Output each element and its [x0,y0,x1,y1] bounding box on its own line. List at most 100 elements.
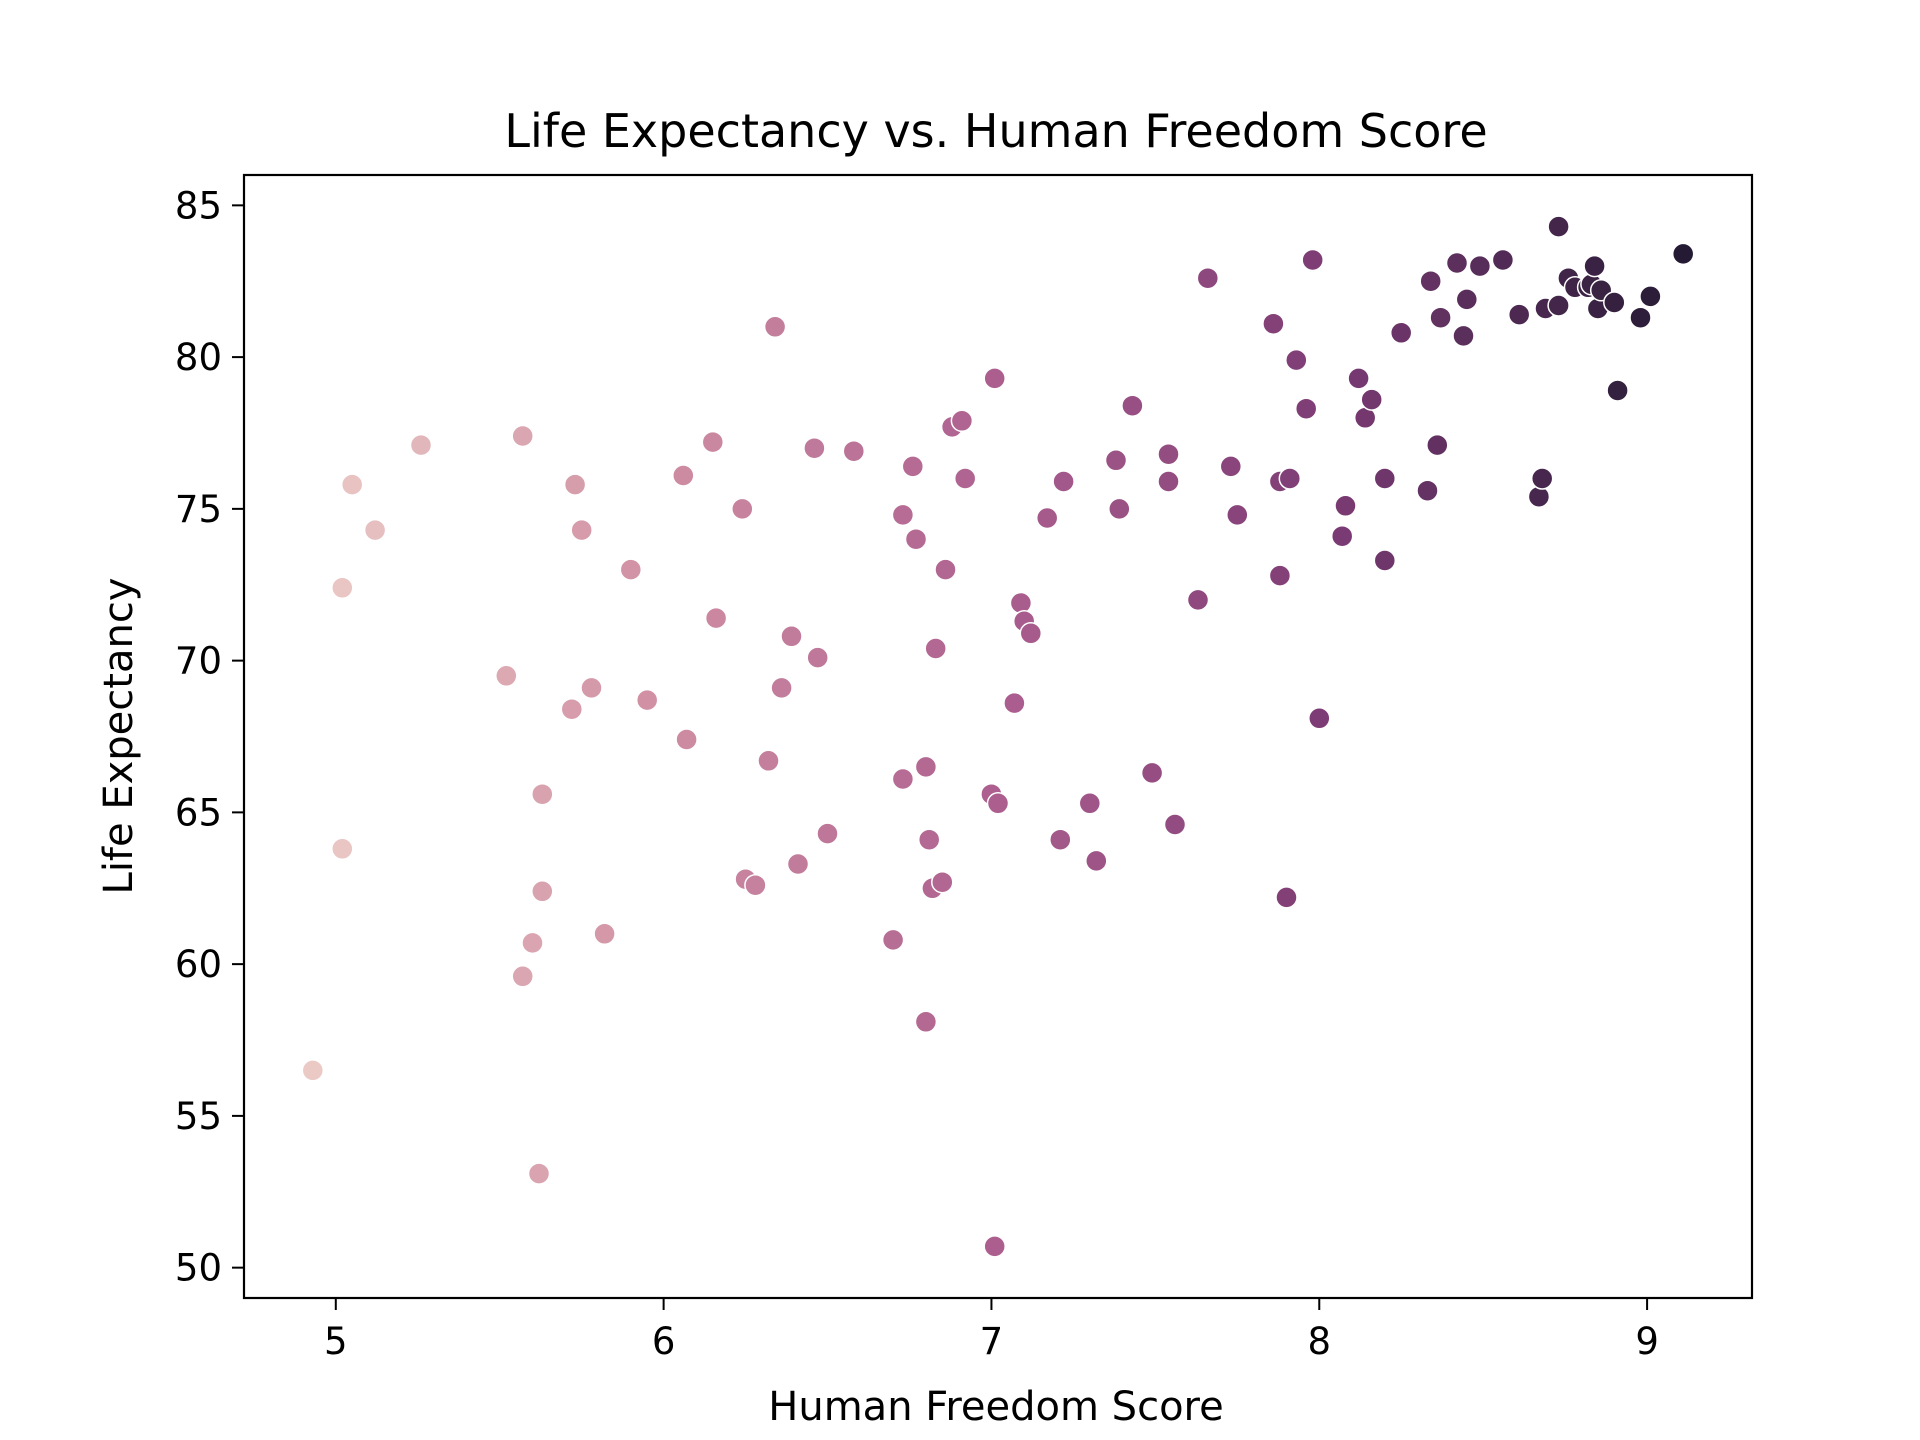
data-point [934,558,957,581]
data-point [1196,266,1220,290]
data-point [917,828,941,851]
data-point [1157,442,1180,466]
data-point [891,767,915,791]
data-point [983,1235,1006,1258]
data-point [1275,886,1298,909]
data-point [1547,294,1570,317]
data-point [770,676,793,700]
data-point [780,625,803,648]
data-point [1108,497,1131,521]
chart-title: Life Expectancy vs. Human Freedom Score [504,104,1487,158]
data-point [1294,397,1318,420]
data-point [1019,622,1043,645]
x-axis-ticks: 5 6 7 8 9 [324,1298,1659,1363]
data-point [1219,455,1243,478]
data-point [1360,388,1383,411]
y-tick-label: 70 [175,640,222,683]
data-point [1671,242,1695,266]
data-point [986,792,1010,815]
data-point [301,1059,325,1082]
data-point [1373,549,1397,572]
data-point [409,433,433,457]
data-point [1140,761,1164,785]
data-point [1527,485,1551,508]
data-point [1452,324,1475,348]
data-point [914,1010,938,1034]
data-point [511,424,534,448]
data-point [1278,467,1302,490]
data-point [763,315,787,339]
data-point [1419,269,1442,293]
x-tick-label: 8 [1307,1320,1331,1363]
data-point [619,558,643,581]
data-point [563,473,587,496]
data-point [1416,479,1439,502]
data-point [675,728,698,751]
data-point [924,637,947,660]
y-tick-label: 85 [175,184,222,227]
data-point [704,606,728,630]
data-point [803,436,826,460]
data-point [1301,248,1324,272]
y-tick-label: 80 [175,336,222,379]
data-point [842,439,866,463]
data-point [531,880,554,903]
data-point [331,837,354,861]
data-point [1445,251,1469,275]
data-point [580,676,603,700]
y-tick-label: 75 [175,488,222,531]
data-point [1583,254,1606,278]
data-point [901,455,925,478]
data-point [1226,503,1249,527]
data-point [1347,367,1370,390]
data-point [1052,470,1075,493]
data-point [1285,348,1308,372]
data-point [1121,394,1144,417]
x-tick-label: 7 [980,1320,1004,1363]
data-point [891,503,915,527]
y-axis-label: Life Expectancy [96,578,142,895]
data-point [744,873,767,897]
data-point [1603,291,1626,314]
data-point [1639,285,1662,308]
data-point [1078,792,1102,815]
data-point [1334,494,1357,518]
data-point [786,852,810,876]
data-point [983,367,1006,390]
data-point [527,1162,551,1185]
data-point [531,782,554,806]
data-point [1104,449,1128,472]
data-point [363,518,387,542]
data-point [1009,591,1033,615]
x-tick-label: 5 [324,1320,348,1363]
data-point [950,409,974,433]
data-point [731,497,754,521]
data-point [521,931,544,955]
x-axis-label: Human Freedom Score [768,1384,1223,1430]
y-tick-label: 65 [175,791,222,834]
data-point [1085,849,1108,873]
data-point [511,965,534,988]
data-point [1308,707,1331,730]
x-tick-label: 9 [1635,1320,1659,1363]
data-point [1606,379,1629,402]
data-point [1157,470,1180,493]
data-point [1186,588,1210,612]
y-tick-label: 60 [175,943,222,986]
data-point [340,473,364,496]
data-point [806,646,829,669]
data-point [560,697,584,721]
data-point [1426,433,1449,457]
data-point [1049,828,1072,851]
data-point [1455,288,1479,311]
data-point [914,755,938,779]
data-point [593,922,616,946]
y-axis-ticks: 50 55 60 65 70 75 80 85 [175,184,244,1290]
data-point [1003,691,1026,715]
data-point [1268,564,1292,587]
data-point [1163,813,1187,836]
data-point [931,870,954,894]
data-point [672,464,695,487]
data-point [757,749,780,773]
